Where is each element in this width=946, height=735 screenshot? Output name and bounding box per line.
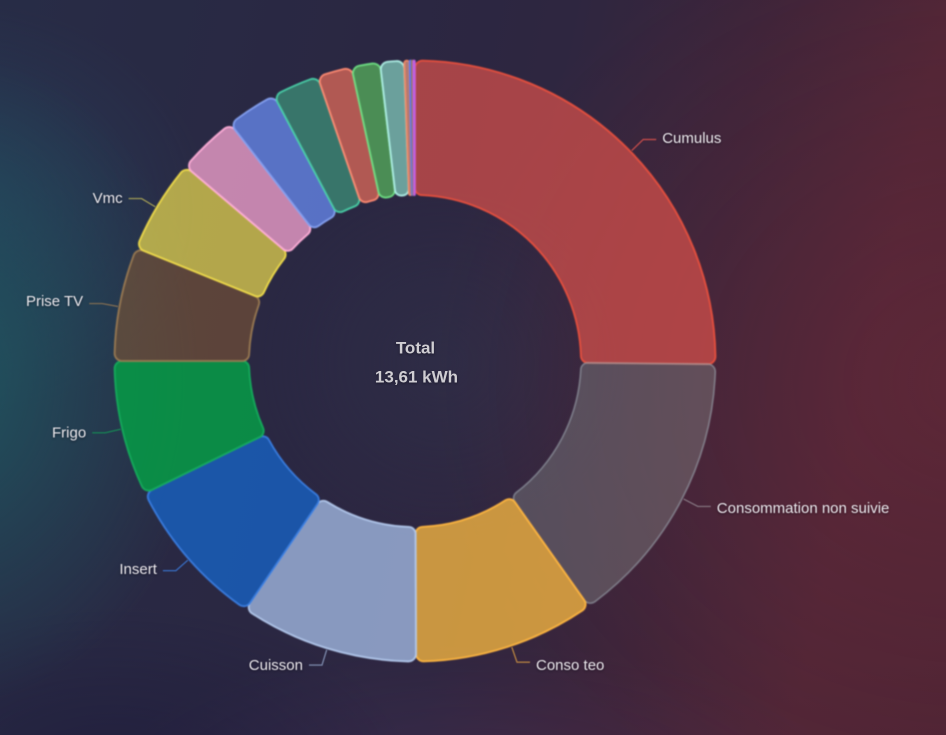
- svg-text:Total: Total: [396, 339, 435, 358]
- svg-text:Vmc: Vmc: [93, 190, 124, 207]
- svg-text:Conso teo: Conso teo: [536, 657, 604, 674]
- svg-text:Cuisson: Cuisson: [249, 657, 303, 674]
- svg-text:13,61 kWh: 13,61 kWh: [375, 368, 458, 387]
- svg-text:Prise TV: Prise TV: [26, 293, 83, 310]
- svg-text:Frigo: Frigo: [52, 425, 86, 442]
- svg-text:Consommation non suivie: Consommation non suivie: [717, 500, 890, 517]
- svg-text:Insert: Insert: [119, 561, 157, 578]
- svg-text:Cumulus: Cumulus: [662, 130, 721, 147]
